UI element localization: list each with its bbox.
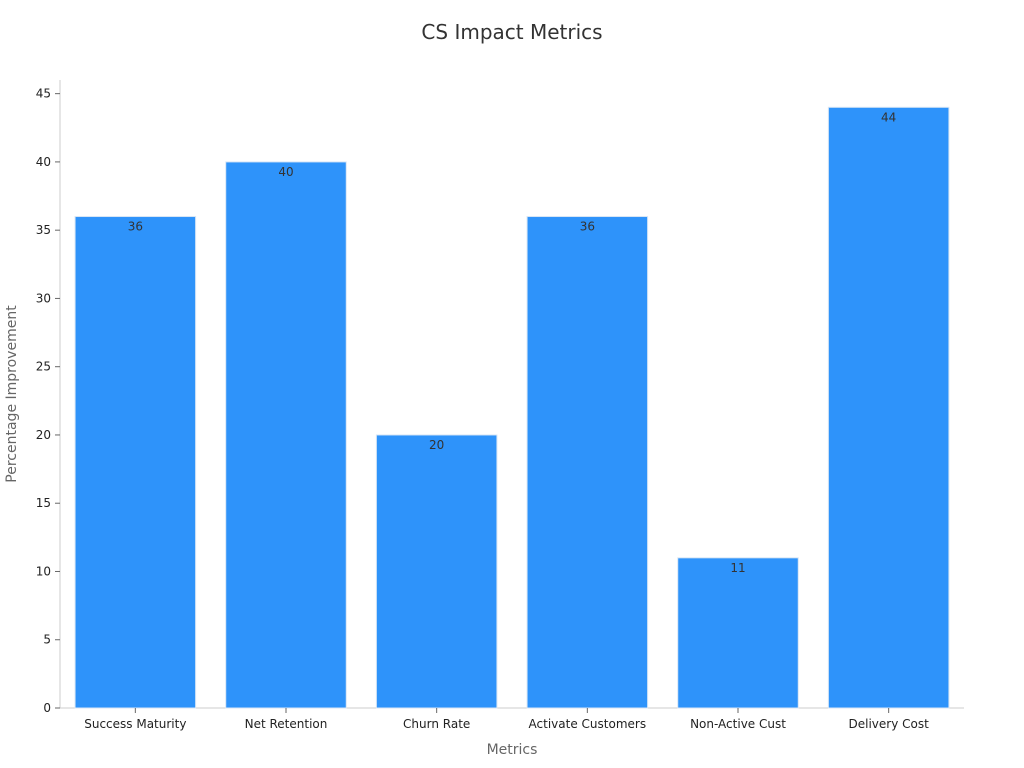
bar [526,216,649,709]
y-tick-label: 0 [43,701,51,715]
y-tick-label: 25 [36,360,51,374]
y-tick-label: 40 [36,155,51,169]
bar-value-label: 36 [580,220,595,234]
x-tick-label: Non-Active Cust [690,717,786,731]
bar-value-label: 11 [730,561,745,575]
bar [74,216,197,709]
chart-title: CS Impact Metrics [421,20,603,44]
x-tick-label: Net Retention [245,717,328,731]
y-tick-label: 45 [36,87,51,101]
bar [225,161,347,709]
bar [677,557,799,709]
y-tick-label: 10 [36,564,51,578]
bar [827,106,950,709]
x-tick-label: Delivery Cost [849,717,930,731]
x-tick-label: Success Maturity [84,717,186,731]
x-tick-label: Churn Rate [403,717,470,731]
y-tick-label: 5 [43,633,51,647]
y-tick-label: 20 [36,428,51,442]
bar-value-label: 20 [429,438,444,452]
x-tick-label: Activate Customers [529,717,647,731]
bar [375,434,498,709]
bar-value-label: 36 [128,220,143,234]
y-tick-label: 35 [36,223,51,237]
bar-value-label: 40 [278,165,293,179]
x-axis-label: Metrics [486,742,538,758]
y-tick-label: 30 [36,291,51,305]
y-axis-label: Percentage Improvement [4,305,20,483]
bar-value-label: 44 [881,110,896,124]
y-tick-label: 15 [36,496,51,510]
